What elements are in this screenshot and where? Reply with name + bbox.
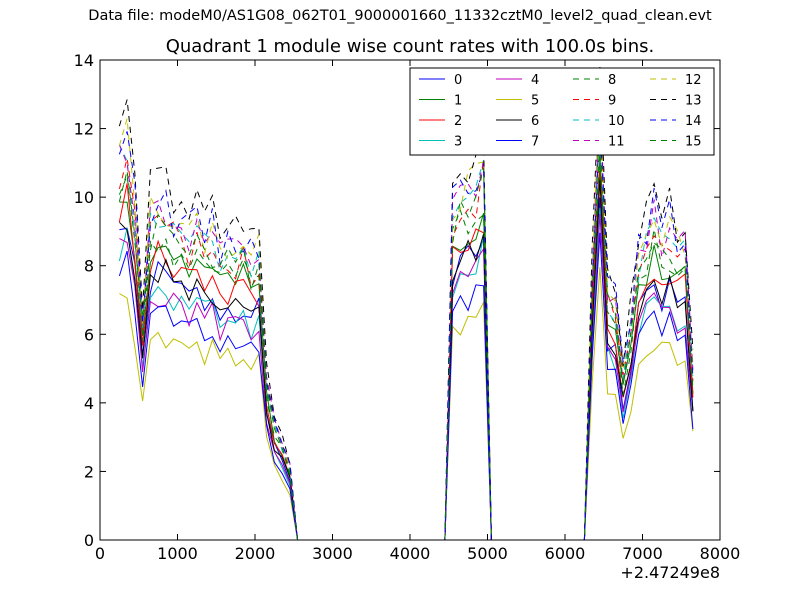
- legend-label-8: 8: [608, 73, 616, 88]
- legend-label-2: 2: [454, 114, 462, 129]
- x-tick-label: 0: [95, 544, 105, 563]
- series-line-11: [118, 90, 694, 540]
- series-line-3: [118, 207, 694, 540]
- legend-label-1: 1: [454, 94, 462, 109]
- series-line-5: [119, 266, 694, 540]
- series-line-15: [118, 155, 694, 540]
- x-tick-label: 4000: [390, 544, 431, 563]
- legend-label-13: 13: [685, 94, 702, 109]
- chart-title: Quadrant 1 module wise count rates with …: [165, 36, 655, 57]
- legend-label-10: 10: [608, 114, 625, 129]
- y-tick-label: 6: [84, 325, 94, 344]
- legend-label-0: 0: [454, 73, 462, 88]
- series-line-1: [119, 157, 694, 540]
- y-tick-label: 14: [74, 51, 94, 70]
- legend-label-7: 7: [531, 135, 539, 150]
- y-tick-label: 10: [74, 188, 94, 207]
- y-tick-label: 2: [84, 462, 94, 481]
- legend-label-15: 15: [685, 135, 702, 150]
- x-tick-label: 2000: [235, 544, 276, 563]
- series-line-13: [118, 66, 694, 540]
- legend-label-5: 5: [531, 94, 539, 109]
- x-tick-label: 1000: [157, 544, 198, 563]
- legend-label-9: 9: [608, 94, 616, 109]
- y-tick-label: 12: [74, 120, 94, 139]
- y-tick-label: 0: [84, 531, 94, 550]
- x-tick-label: 7000: [622, 544, 663, 563]
- legend-label-11: 11: [608, 135, 625, 150]
- y-tick-label: 4: [84, 394, 94, 413]
- legend-label-14: 14: [685, 114, 702, 129]
- series-layer: [118, 66, 694, 540]
- x-tick-label: 6000: [545, 544, 586, 563]
- x-axis-offset-label: +2.47249e8: [620, 563, 720, 582]
- series-line-8: [118, 136, 694, 540]
- axis-ticks: 0 1000 2000 3000 4000 5000 6000 7000 80000246810…: [74, 51, 741, 563]
- legend-label-3: 3: [454, 135, 462, 150]
- series-line-4: [119, 213, 694, 540]
- legend-label-12: 12: [685, 73, 702, 88]
- legend-label-4: 4: [531, 73, 539, 88]
- series-line-14: [118, 121, 694, 540]
- x-tick-label: 5000: [467, 544, 508, 563]
- series-line-7: [118, 232, 694, 540]
- series-line-6: [119, 179, 694, 540]
- figure-suptitle: Data file: modeM0/AS1G08_062T01_90000016…: [88, 8, 712, 24]
- x-tick-label: 3000: [312, 544, 353, 563]
- x-tick-label: 8000: [700, 544, 741, 563]
- legend-label-6: 6: [531, 114, 539, 129]
- y-tick-label: 8: [84, 257, 94, 276]
